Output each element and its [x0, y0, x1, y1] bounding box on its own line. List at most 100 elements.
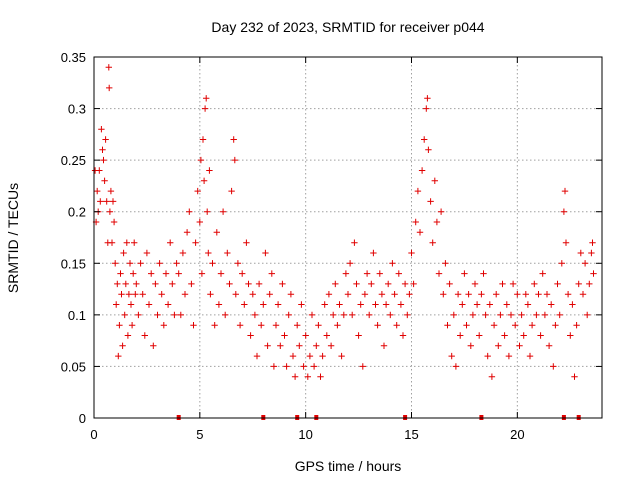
data-point — [206, 167, 213, 174]
data-point — [397, 301, 405, 308]
data-point — [230, 136, 237, 143]
x-tick-label: 10 — [298, 427, 312, 442]
data-point — [173, 260, 180, 267]
data-point — [336, 301, 343, 308]
data-point — [105, 64, 112, 71]
data-point — [197, 156, 205, 164]
data-point — [117, 270, 124, 277]
data-point — [484, 352, 491, 360]
data-point — [177, 311, 184, 319]
data-point — [520, 332, 527, 339]
data-point — [106, 84, 113, 92]
data-point — [454, 291, 462, 298]
data-point — [503, 301, 510, 308]
data-point — [109, 198, 117, 205]
data-point — [207, 291, 214, 298]
data-point — [567, 332, 574, 339]
data-point — [304, 373, 311, 380]
data-point — [385, 280, 392, 288]
data-point — [247, 332, 254, 339]
data-point — [351, 239, 358, 246]
data-point — [236, 322, 244, 329]
data-point — [243, 239, 250, 246]
data-point — [228, 187, 235, 195]
data-point — [219, 208, 227, 215]
data-point — [444, 322, 451, 329]
data-point — [103, 198, 110, 205]
data-point — [281, 332, 288, 339]
data-point — [130, 270, 137, 277]
data-point — [107, 187, 115, 195]
data-point — [577, 249, 584, 257]
x-axis-label: GPS time / hours — [295, 458, 402, 474]
data-point — [112, 260, 119, 267]
data-point — [249, 291, 256, 298]
data-point — [285, 311, 292, 319]
data-point — [344, 291, 352, 298]
data-point — [476, 332, 483, 339]
data-point — [528, 322, 536, 329]
data-point — [118, 291, 125, 298]
data-point — [186, 208, 193, 215]
data-point — [150, 342, 157, 349]
data-point — [135, 311, 142, 319]
data-point — [406, 291, 413, 298]
data-point — [437, 208, 445, 215]
data-point — [113, 301, 120, 308]
data-point — [181, 291, 189, 298]
data-point — [321, 301, 328, 308]
data-point — [535, 291, 542, 298]
data-point — [399, 332, 407, 339]
data-point — [401, 280, 409, 288]
data-point — [272, 322, 280, 329]
data-point — [590, 270, 597, 277]
data-point — [323, 332, 330, 339]
data-point — [463, 322, 470, 329]
data-point — [461, 270, 468, 277]
plot-frame — [93, 56, 603, 419]
y-tick-label: 0.25 — [61, 153, 86, 168]
data-point — [543, 291, 551, 298]
data-point — [325, 291, 333, 298]
data-point — [359, 363, 366, 370]
data-point — [446, 280, 453, 288]
data-point — [204, 208, 211, 215]
x-tick-label: 0 — [90, 427, 97, 442]
x-tick-labels: 0 5 10 15 20 — [90, 427, 524, 442]
data-point — [108, 239, 116, 246]
data-point — [190, 322, 197, 329]
data-point — [450, 311, 457, 319]
data-point — [524, 301, 532, 308]
data-point — [241, 301, 248, 308]
data-point — [357, 301, 364, 308]
data-point — [262, 249, 269, 257]
data-point — [143, 249, 151, 257]
data-point — [119, 342, 126, 349]
data-point — [125, 291, 133, 298]
data-point — [372, 301, 379, 308]
data-point — [531, 280, 538, 288]
data-point — [376, 270, 383, 277]
data-point — [222, 311, 229, 319]
data-point — [162, 270, 170, 277]
data-point — [569, 301, 576, 308]
data-point — [183, 229, 191, 236]
data-point — [260, 301, 267, 308]
data-point — [332, 280, 339, 288]
data-point — [116, 322, 123, 329]
data-point — [516, 342, 523, 349]
data-point — [302, 332, 309, 339]
data-point — [370, 249, 377, 257]
data-point — [584, 311, 591, 319]
data-point — [374, 322, 381, 329]
data-point — [97, 198, 104, 205]
data-point — [382, 301, 390, 308]
data-point — [110, 218, 118, 226]
data-point — [581, 260, 589, 267]
data-point — [514, 291, 521, 298]
data-point — [497, 311, 504, 319]
data-point — [482, 311, 489, 319]
data-point — [296, 342, 303, 349]
data-point — [545, 342, 553, 349]
x-tick-label: 20 — [510, 427, 524, 442]
